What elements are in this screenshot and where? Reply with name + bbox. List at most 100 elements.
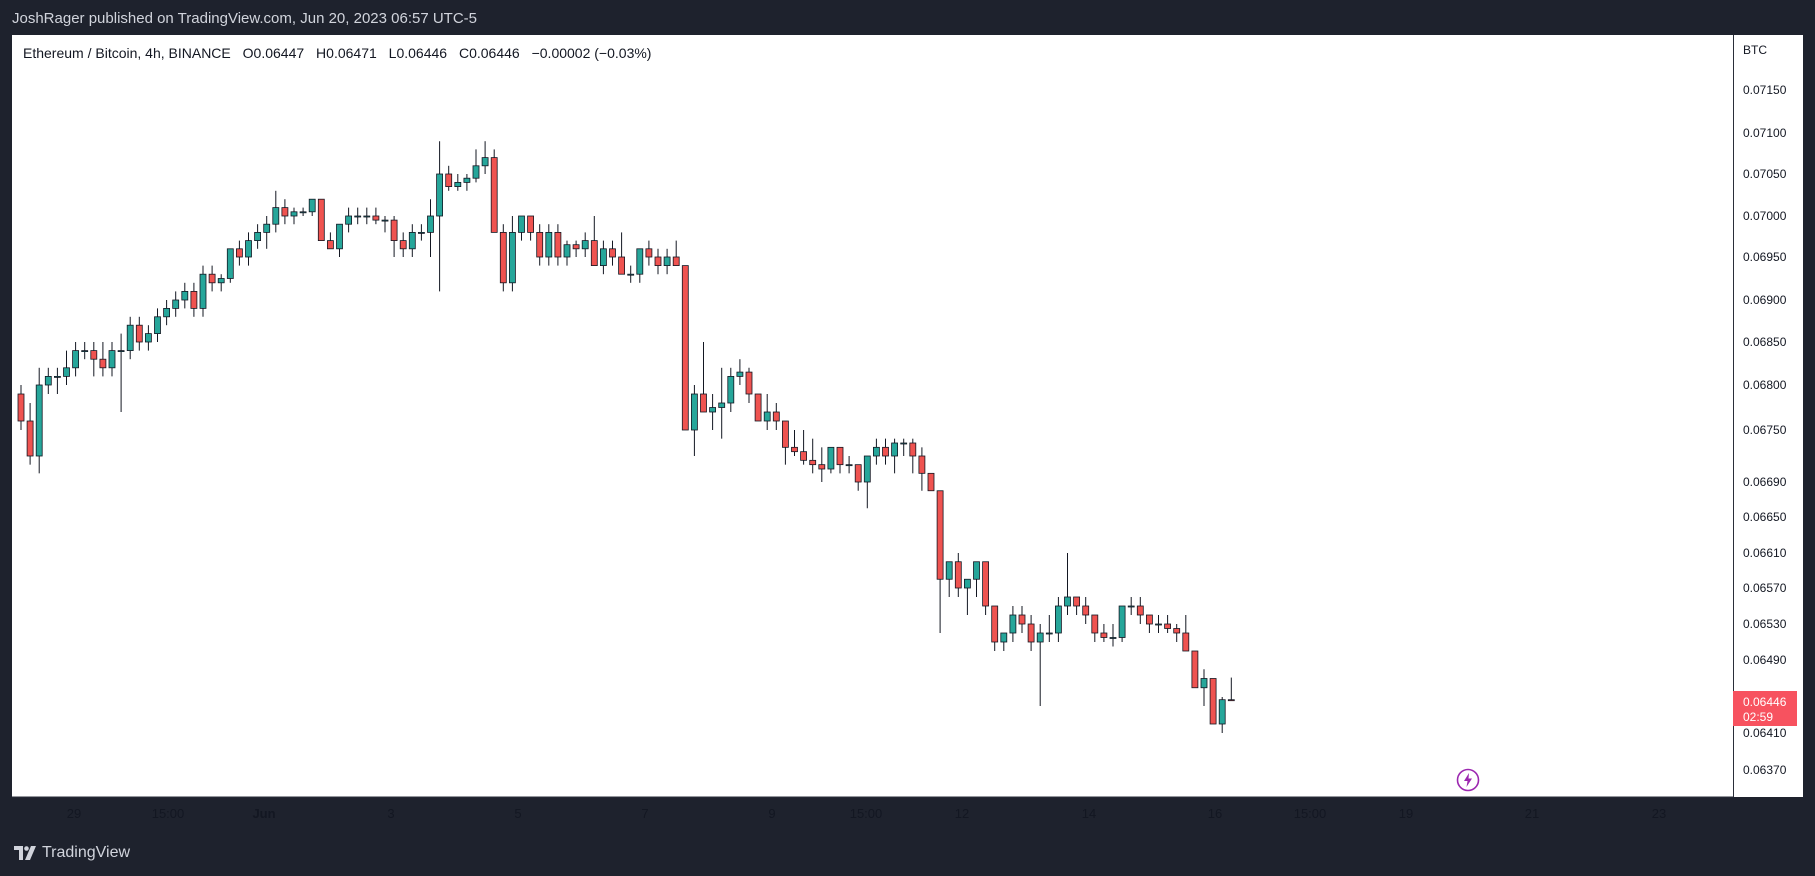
y-tick-label: 0.06690 — [1743, 475, 1787, 489]
candle — [563, 240, 571, 266]
candle — [408, 224, 416, 257]
y-tick-label: 0.06410 — [1743, 726, 1787, 740]
candle-body — [1173, 628, 1181, 634]
candle — [1146, 614, 1153, 633]
candle — [800, 430, 807, 465]
candle — [854, 464, 862, 491]
candle-body — [290, 211, 298, 217]
candle-body — [772, 411, 780, 422]
candle-body — [399, 240, 407, 250]
candle — [463, 174, 471, 191]
candle-body — [408, 231, 416, 250]
candle-body — [336, 223, 343, 250]
y-tick-label: 0.06610 — [1743, 546, 1787, 560]
candle — [235, 240, 243, 266]
candle-body — [927, 472, 935, 492]
tradingview-logo-icon — [14, 846, 36, 860]
right-border — [1803, 35, 1815, 797]
candle-body — [609, 248, 616, 258]
candle-body — [891, 442, 898, 457]
candle-body — [1200, 678, 1208, 689]
candle-body — [1082, 605, 1090, 616]
y-tick-label: 0.07050 — [1743, 167, 1787, 181]
candle-body — [299, 211, 307, 214]
candle — [1127, 597, 1135, 615]
candle — [691, 385, 698, 456]
candle-body — [618, 256, 625, 275]
x-tick-label: Jun — [252, 806, 275, 821]
candle-body — [1091, 614, 1099, 634]
candle-body — [672, 256, 680, 267]
x-tick-label: 15:00 — [850, 806, 883, 821]
footer-bar — [0, 831, 1815, 876]
candle — [581, 232, 589, 257]
chart-pane[interactable] — [12, 35, 1733, 797]
candle — [545, 224, 553, 266]
candle-body — [481, 157, 489, 167]
candle — [1064, 553, 1071, 615]
candle-body — [126, 324, 134, 352]
candle — [982, 561, 989, 615]
candle-body — [263, 223, 271, 233]
candle-body — [645, 248, 653, 258]
candle — [354, 207, 362, 225]
candle-body — [991, 605, 999, 643]
x-tick-label: 7 — [641, 806, 648, 821]
candle — [472, 149, 480, 183]
candle — [1218, 697, 1226, 733]
candle-body — [973, 561, 980, 580]
candle-body — [272, 207, 280, 225]
candle — [1018, 606, 1026, 633]
candle — [936, 490, 944, 633]
candle-body — [208, 273, 216, 284]
candle — [336, 223, 343, 257]
candle — [499, 224, 507, 292]
candle-body — [736, 371, 744, 377]
candle — [26, 403, 34, 465]
x-tick-label: 16 — [1208, 806, 1222, 821]
candle-body — [854, 464, 862, 483]
candle-body — [654, 256, 662, 267]
candle — [208, 265, 216, 292]
candle — [1073, 596, 1080, 615]
candle — [727, 367, 735, 412]
tradingview-brand[interactable]: TradingView — [14, 844, 130, 862]
candle — [1045, 615, 1053, 642]
candle-body — [1218, 699, 1226, 725]
candle — [745, 367, 753, 403]
candle — [144, 325, 152, 351]
x-tick-label: 9 — [768, 806, 775, 821]
publisher-text: JoshRager published on TradingView.com, … — [12, 10, 478, 27]
candle-body — [572, 244, 580, 250]
candle — [35, 367, 43, 474]
candle-body — [663, 256, 671, 267]
candle-body — [590, 240, 598, 267]
price-axis-pane[interactable] — [1733, 35, 1803, 797]
candle — [1100, 624, 1108, 642]
candle-body — [527, 215, 534, 233]
y-tick-label: 0.06750 — [1743, 423, 1787, 437]
candle — [654, 248, 662, 275]
candle — [1173, 624, 1181, 642]
candle — [945, 561, 953, 597]
candle-body — [390, 219, 398, 242]
candle-body — [882, 446, 889, 457]
candle — [126, 316, 134, 360]
candle-body — [463, 177, 471, 183]
candle-body — [1155, 623, 1162, 626]
candle — [1164, 615, 1171, 633]
candle — [527, 215, 534, 241]
candle — [436, 141, 444, 292]
candle-body — [172, 299, 180, 309]
candle — [873, 438, 880, 465]
candle — [326, 232, 334, 250]
candle — [508, 216, 516, 292]
lightning-icon[interactable] — [1456, 768, 1480, 792]
candle — [1136, 597, 1144, 624]
candle — [818, 447, 826, 482]
candle — [281, 199, 289, 225]
y-tick-label: 0.06490 — [1743, 653, 1787, 667]
candle — [518, 215, 525, 241]
candle-body — [754, 393, 762, 422]
y-tick-label: 0.06650 — [1743, 510, 1787, 524]
